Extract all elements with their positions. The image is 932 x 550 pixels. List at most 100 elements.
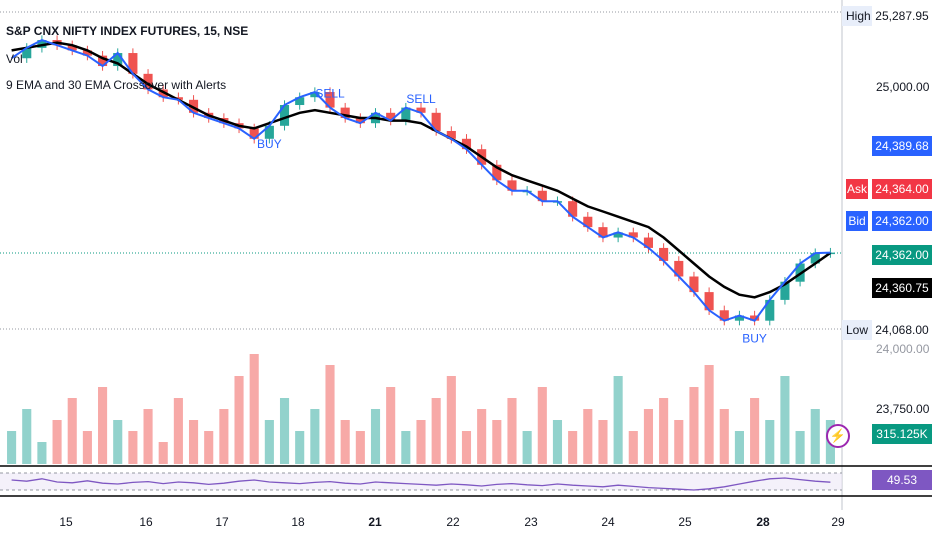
volume-bar — [719, 409, 729, 464]
ask-label: Ask — [846, 179, 868, 199]
candle-body — [765, 299, 775, 321]
signal-labels: BUY SELL SELL BUY — [257, 87, 767, 346]
volume-bar — [386, 387, 396, 464]
candle-body — [264, 125, 274, 139]
volume-bar — [492, 420, 502, 464]
volume-bar — [279, 398, 290, 464]
x-tick-label: 28 — [756, 515, 770, 529]
candle-body — [401, 107, 411, 121]
x-tick-label: 17 — [215, 515, 229, 529]
rsi-value-tag: 49.53 — [872, 470, 932, 490]
candle-body — [431, 112, 441, 131]
x-tick-label: 23 — [524, 515, 538, 529]
symbol-title[interactable]: S&P CNX NIFTY INDEX FUTURES, 15, NSE — [6, 24, 249, 38]
candle-body — [598, 227, 608, 238]
candle-body — [355, 118, 365, 124]
candle-body — [583, 216, 593, 228]
candle-body — [461, 138, 472, 150]
x-tick-label: 16 — [139, 515, 153, 529]
candle-body — [113, 53, 123, 67]
candle-body — [416, 107, 426, 113]
volume-bar — [340, 420, 350, 464]
volume-bar — [219, 409, 229, 464]
low-value: 24,068.00 — [872, 320, 932, 340]
ema-value-tag: 24,360.75 — [872, 278, 932, 298]
high-value: 25,287.95 — [872, 6, 932, 26]
volume-bar — [173, 398, 183, 464]
volume-bar — [355, 431, 365, 464]
volume-value-tag: 315.125K — [872, 424, 932, 444]
bid-value: 24,362.00 — [872, 211, 932, 231]
ema-lines — [11, 39, 832, 322]
volume-bar — [82, 431, 92, 464]
volume-bar — [7, 431, 17, 464]
candle-body — [279, 105, 290, 126]
price-tick-24000: 24,000.00 — [876, 342, 930, 356]
candle-body — [340, 107, 350, 119]
last-price-tag: 24,389.68 — [872, 136, 932, 156]
volume-bar — [249, 354, 259, 464]
volume-bar — [507, 398, 517, 464]
volume-bar — [143, 409, 153, 464]
volume-bar — [113, 420, 123, 464]
candle-body — [674, 260, 684, 277]
candle-body — [67, 45, 77, 51]
candle-body — [750, 315, 760, 321]
x-tick-label: 22 — [446, 515, 460, 529]
volume-bar — [643, 409, 654, 464]
study-legend[interactable]: 9 EMA and 30 EMA Crossover with Alerts — [6, 78, 227, 92]
volume-bar — [628, 431, 638, 464]
candle-body — [568, 201, 578, 217]
volume-bar — [22, 409, 32, 464]
volume-bar — [401, 431, 411, 464]
candle-body — [446, 130, 456, 139]
volume-bar — [537, 387, 547, 464]
signal-buy: BUY — [742, 332, 767, 346]
candle-body — [128, 53, 138, 74]
candle-body — [643, 237, 654, 248]
volume-bar — [583, 409, 593, 464]
candle-body — [492, 164, 502, 181]
x-tick-label: 25 — [678, 515, 692, 529]
candle-body — [507, 180, 517, 191]
volume-legend[interactable]: Vol — [6, 52, 23, 66]
volume-bar — [310, 409, 320, 464]
volume-bar — [67, 398, 77, 464]
ema30-line — [11, 41, 832, 299]
candle-body — [659, 247, 669, 261]
rsi-line — [11, 477, 831, 491]
volume-bar — [674, 420, 684, 464]
volume-bar — [204, 431, 214, 464]
volume-bar — [477, 409, 487, 464]
candle-body — [689, 276, 699, 293]
volume-bar — [568, 431, 578, 464]
close-price-tag: 24,362.00 — [872, 245, 932, 265]
candle-body — [98, 55, 108, 67]
volume-bar — [446, 376, 456, 464]
volume-bar — [689, 387, 699, 464]
volume-bar — [234, 376, 244, 464]
x-tick-label: 24 — [601, 515, 615, 529]
volume-bar — [734, 431, 744, 464]
signal-sell: SELL — [315, 87, 345, 101]
x-tick-label: 29 — [831, 515, 845, 529]
candle-body — [310, 92, 320, 98]
volume-bar — [158, 442, 168, 464]
candle-body — [704, 292, 714, 311]
candle-body — [143, 73, 153, 90]
x-tick-label: 21 — [368, 515, 382, 529]
price-tick-25000: 25,000.00 — [876, 80, 930, 94]
candle-body — [249, 128, 259, 139]
candle-body — [295, 97, 305, 106]
lightning-icon[interactable]: ⚡ — [826, 424, 850, 448]
volume-bar — [598, 420, 608, 464]
volume-bar — [750, 398, 760, 464]
bid-label: Bid — [846, 211, 868, 231]
volume-bar — [522, 431, 532, 464]
volume-bar — [295, 431, 305, 464]
volume-bar — [810, 409, 820, 464]
candle-body — [325, 92, 335, 108]
volume-bar — [704, 365, 714, 464]
candle-body — [613, 232, 623, 238]
